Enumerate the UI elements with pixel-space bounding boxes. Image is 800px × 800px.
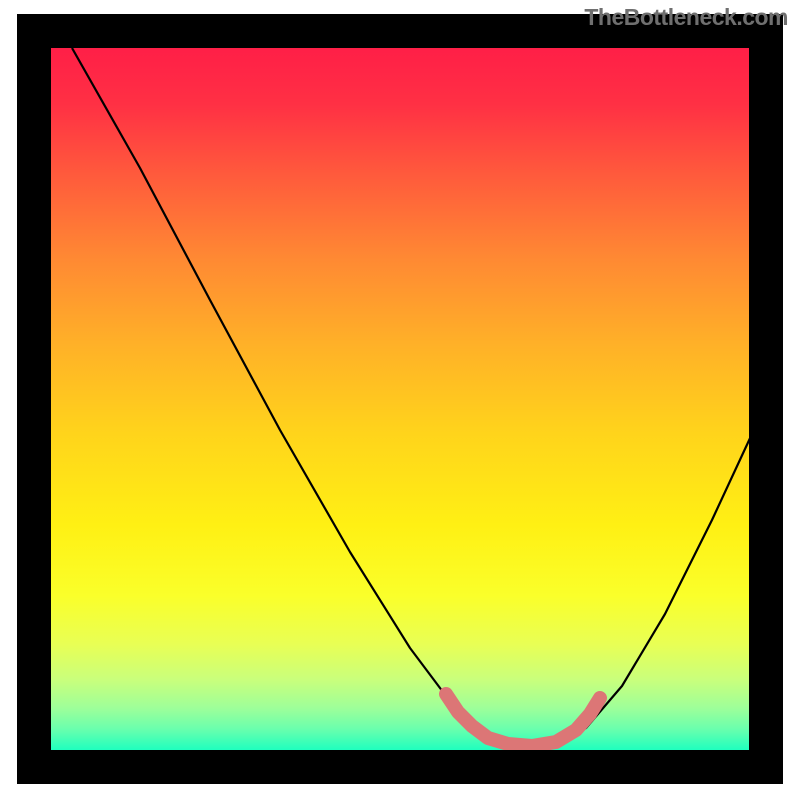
watermark-text: TheBottleneck.com [584,4,788,31]
chart-container: TheBottleneck.com [0,0,800,800]
gradient-background [51,48,749,750]
chart-svg [0,0,800,800]
